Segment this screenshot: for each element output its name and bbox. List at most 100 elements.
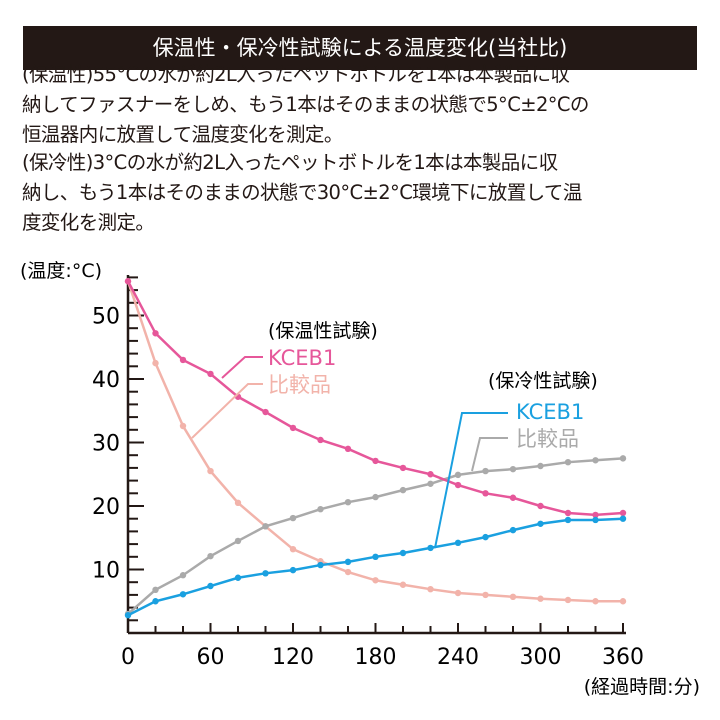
data-point — [564, 596, 572, 604]
data-point — [179, 572, 187, 579]
x-tick-label: 360 — [602, 645, 644, 670]
data-point — [289, 566, 297, 574]
data-point — [619, 455, 627, 462]
data-point — [234, 499, 242, 507]
data-point — [124, 278, 132, 285]
y-tick-label: 40 — [92, 368, 120, 393]
legend-heat-comparison: 比較品 — [268, 373, 331, 397]
legend-leader-heat-kceb1 — [221, 356, 263, 379]
data-point — [592, 457, 599, 464]
data-point — [262, 523, 269, 530]
data-point — [564, 509, 572, 517]
data-point — [234, 537, 242, 545]
cold-test-description: (保冷性)3°Cの水が約2L入ったペットボトルを1本は本製品に収 納し、もう1本… — [22, 148, 582, 238]
legend-leader-cold-kceb1 — [434, 412, 508, 549]
data-point — [427, 480, 434, 487]
data-point — [179, 591, 187, 598]
legend-leader-cold-comparison — [471, 437, 508, 472]
data-point — [399, 486, 407, 494]
data-point — [509, 526, 517, 534]
data-point — [564, 458, 572, 466]
data-point — [427, 585, 434, 593]
data-point — [152, 586, 159, 594]
data-point — [179, 422, 187, 430]
x-tick-label: 0 — [121, 645, 135, 670]
data-point — [372, 553, 379, 560]
description-line: (保温性)55°Cの水が約2L入ったペットボトルを1本は本製品に収 — [22, 63, 570, 86]
data-point — [427, 544, 434, 552]
data-point — [454, 589, 462, 597]
data-point — [399, 581, 407, 588]
description-line: (保冷性)3°Cの水が約2L入ったペットボトルを1本は本製品に収 — [22, 151, 558, 174]
y-tick-label: 20 — [92, 495, 120, 520]
data-point — [317, 561, 324, 569]
data-point — [537, 595, 544, 602]
data-point — [509, 465, 517, 473]
legend-cold-kceb1: KCEB1 — [516, 400, 584, 424]
data-point — [619, 515, 627, 522]
x-tick-label: 180 — [355, 645, 397, 670]
series-line-3 — [127, 457, 624, 615]
data-point — [207, 552, 214, 560]
legend-heat-kceb1: KCEB1 — [268, 346, 336, 370]
data-point — [317, 505, 324, 513]
data-point — [344, 568, 352, 576]
axes: 10 20 30 40 50 0 60 120 180 240 300 360 — [92, 275, 644, 670]
description-line: 恒温器内に放置して温度変化を測定。 — [22, 123, 343, 146]
data-point — [124, 612, 132, 619]
data-point — [289, 514, 297, 522]
legend-cold-comparison: 比較品 — [516, 427, 579, 451]
y-axis-label: (温度:°C) — [20, 260, 102, 282]
x-tick-label: 240 — [437, 645, 479, 670]
data-point — [564, 516, 572, 524]
legend-group-heat: (保温性試験) — [268, 320, 378, 342]
data-point — [344, 445, 352, 453]
data-point — [207, 370, 214, 378]
data-point — [482, 467, 489, 475]
legend-group-cold: (保冷性試験) — [488, 370, 598, 392]
legend-leader-heat-comparison — [191, 383, 263, 439]
data-point — [509, 494, 517, 501]
data-point — [152, 359, 159, 367]
data-point — [207, 582, 214, 590]
data-point — [152, 330, 159, 337]
data-point — [234, 574, 242, 581]
data-point — [262, 408, 269, 416]
x-tick-label: 120 — [272, 645, 314, 670]
x-tick-label: 300 — [520, 645, 562, 670]
data-point — [482, 533, 489, 541]
data-point — [372, 577, 379, 584]
description-line: 度変化を測定。 — [22, 211, 155, 234]
data-point — [619, 598, 627, 605]
description-line: 納し、もう1本はそのままの状態で30°C±2°C環境下に放置して温 — [22, 181, 582, 204]
series-lines — [124, 278, 627, 619]
x-axis-label: (経過時間:分) — [584, 676, 700, 698]
data-point — [372, 493, 379, 501]
data-point — [592, 598, 599, 605]
data-point — [454, 471, 462, 479]
y-tick-label: 30 — [92, 432, 120, 457]
chart-title-banner: 保温性・保冷性試験による温度変化(当社比) — [23, 26, 697, 70]
data-point — [207, 467, 214, 475]
data-point — [454, 481, 462, 489]
y-tick-label: 50 — [92, 305, 120, 330]
data-point — [289, 545, 297, 553]
description-line: 納してファスナーをしめ、もう1本はそのままの状態で5°C±2°Cの — [22, 93, 589, 116]
data-point — [152, 598, 159, 605]
data-point — [344, 558, 352, 566]
data-point — [399, 549, 407, 557]
heat-test-description: (保温性)55°Cの水が約2L入ったペットボトルを1本は本製品に収 納してファス… — [22, 60, 589, 150]
data-point — [592, 511, 599, 519]
series-line-0 — [126, 280, 624, 517]
data-point — [537, 462, 544, 470]
data-point — [372, 457, 379, 465]
data-point — [179, 356, 187, 364]
y-tick-label: 10 — [92, 559, 120, 584]
data-point — [537, 502, 544, 510]
data-point — [344, 498, 352, 506]
data-point — [317, 436, 324, 444]
data-point — [482, 591, 489, 599]
data-point — [482, 490, 489, 497]
data-point — [592, 516, 599, 524]
